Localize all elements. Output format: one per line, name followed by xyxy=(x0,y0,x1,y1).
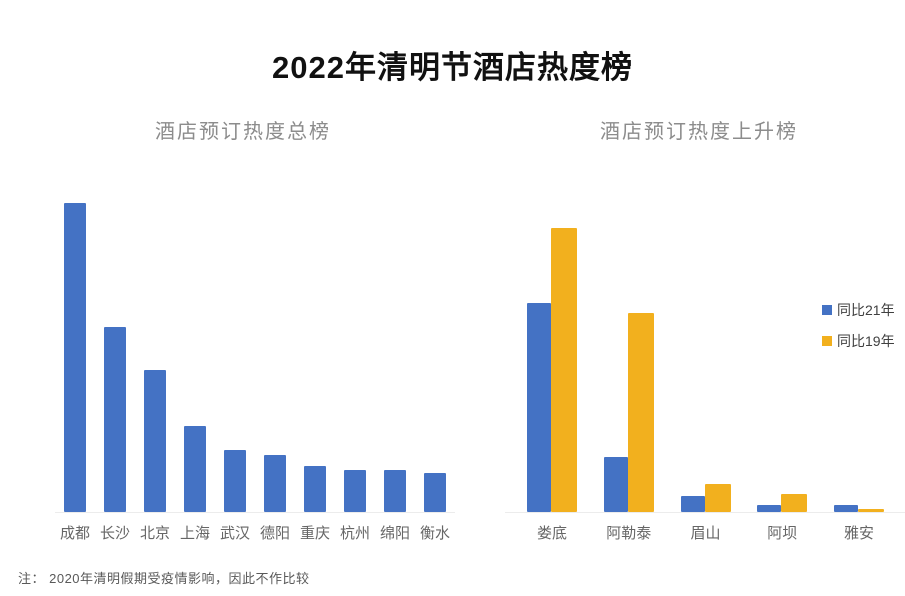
bar-column xyxy=(215,450,255,512)
x-label: 阿勒泰 xyxy=(606,525,652,542)
bar-group xyxy=(527,228,577,512)
total-chart-labels: 成都 长沙 北京 上海 武汉 德阳 重庆 杭州 绵阳 衡水 xyxy=(55,522,455,543)
bar xyxy=(184,426,206,512)
total-chart-subtitle: 酒店预订热度总榜 xyxy=(155,121,331,143)
bar-yoy-2019 xyxy=(627,313,654,512)
x-label: 北京 xyxy=(139,525,170,542)
rising-chart-subtitle: 酒店预订热度上升榜 xyxy=(600,121,798,143)
legend-label: 同比19年 xyxy=(837,333,895,349)
bar-yoy-2019 xyxy=(704,484,731,512)
bar-column xyxy=(175,426,215,512)
bar-yoy-2021 xyxy=(527,303,551,512)
bar xyxy=(304,466,326,512)
bar-yoy-2021 xyxy=(834,505,858,512)
bar-group xyxy=(603,313,654,512)
bar xyxy=(264,455,286,512)
chart-legend: 同比21年同比19年 xyxy=(822,300,895,351)
bar-yoy-2019 xyxy=(551,228,577,512)
footnote: 注： 2020年清明假期受疫情影响，因此不作比较 xyxy=(18,571,310,586)
x-label: 重庆 xyxy=(299,525,330,542)
bar-group xyxy=(680,484,731,512)
bar-column xyxy=(55,203,95,512)
rising-chart-bars xyxy=(505,200,905,513)
x-label: 娄底 xyxy=(536,525,567,542)
bar-column xyxy=(95,327,135,512)
bar-column xyxy=(295,466,335,512)
bar-yoy-2021 xyxy=(680,496,705,512)
total-chart: 成都 长沙 北京 上海 武汉 德阳 重庆 杭州 绵阳 衡水 xyxy=(55,200,455,543)
bar-column xyxy=(375,470,415,512)
bar-column xyxy=(255,455,295,512)
bar-column xyxy=(135,370,175,512)
legend-item: 同比21年 xyxy=(822,300,895,320)
x-label: 阿坝 xyxy=(767,525,798,542)
rising-chart: 娄底 阿勒泰 眉山 阿坝 雅安 同比21年同比19年 xyxy=(505,200,905,543)
bar xyxy=(224,450,246,512)
x-label: 武汉 xyxy=(219,525,250,542)
x-label: 杭州 xyxy=(339,525,370,542)
bar-yoy-2019 xyxy=(781,494,808,512)
x-label: 德阳 xyxy=(259,525,290,542)
bar-yoy-2021 xyxy=(603,457,628,512)
legend-item: 同比19年 xyxy=(822,331,895,351)
total-chart-bars xyxy=(55,200,455,513)
x-label: 雅安 xyxy=(843,525,874,542)
x-label: 衡水 xyxy=(419,525,450,542)
bar xyxy=(104,327,126,512)
bar-column xyxy=(415,473,455,512)
bar-group xyxy=(757,494,808,512)
bar-yoy-2021 xyxy=(757,505,782,512)
x-label: 成都 xyxy=(59,525,90,542)
legend-swatch-icon xyxy=(822,305,832,315)
page-title: 2022年清明节酒店热度榜 xyxy=(272,50,633,85)
bar xyxy=(384,470,406,512)
legend-label: 同比21年 xyxy=(837,302,895,318)
bar-yoy-2019 xyxy=(858,509,884,512)
bar-group xyxy=(834,505,884,512)
x-label: 眉山 xyxy=(690,525,721,542)
bar xyxy=(64,203,86,512)
x-label: 绵阳 xyxy=(379,525,410,542)
legend-swatch-icon xyxy=(822,336,832,346)
rising-chart-labels: 娄底 阿勒泰 眉山 阿坝 雅安 xyxy=(505,522,905,543)
bar xyxy=(344,470,366,512)
bar-column xyxy=(335,470,375,512)
bar xyxy=(424,473,446,512)
x-label: 上海 xyxy=(179,525,210,542)
x-label: 长沙 xyxy=(99,525,130,542)
bar xyxy=(144,370,166,512)
